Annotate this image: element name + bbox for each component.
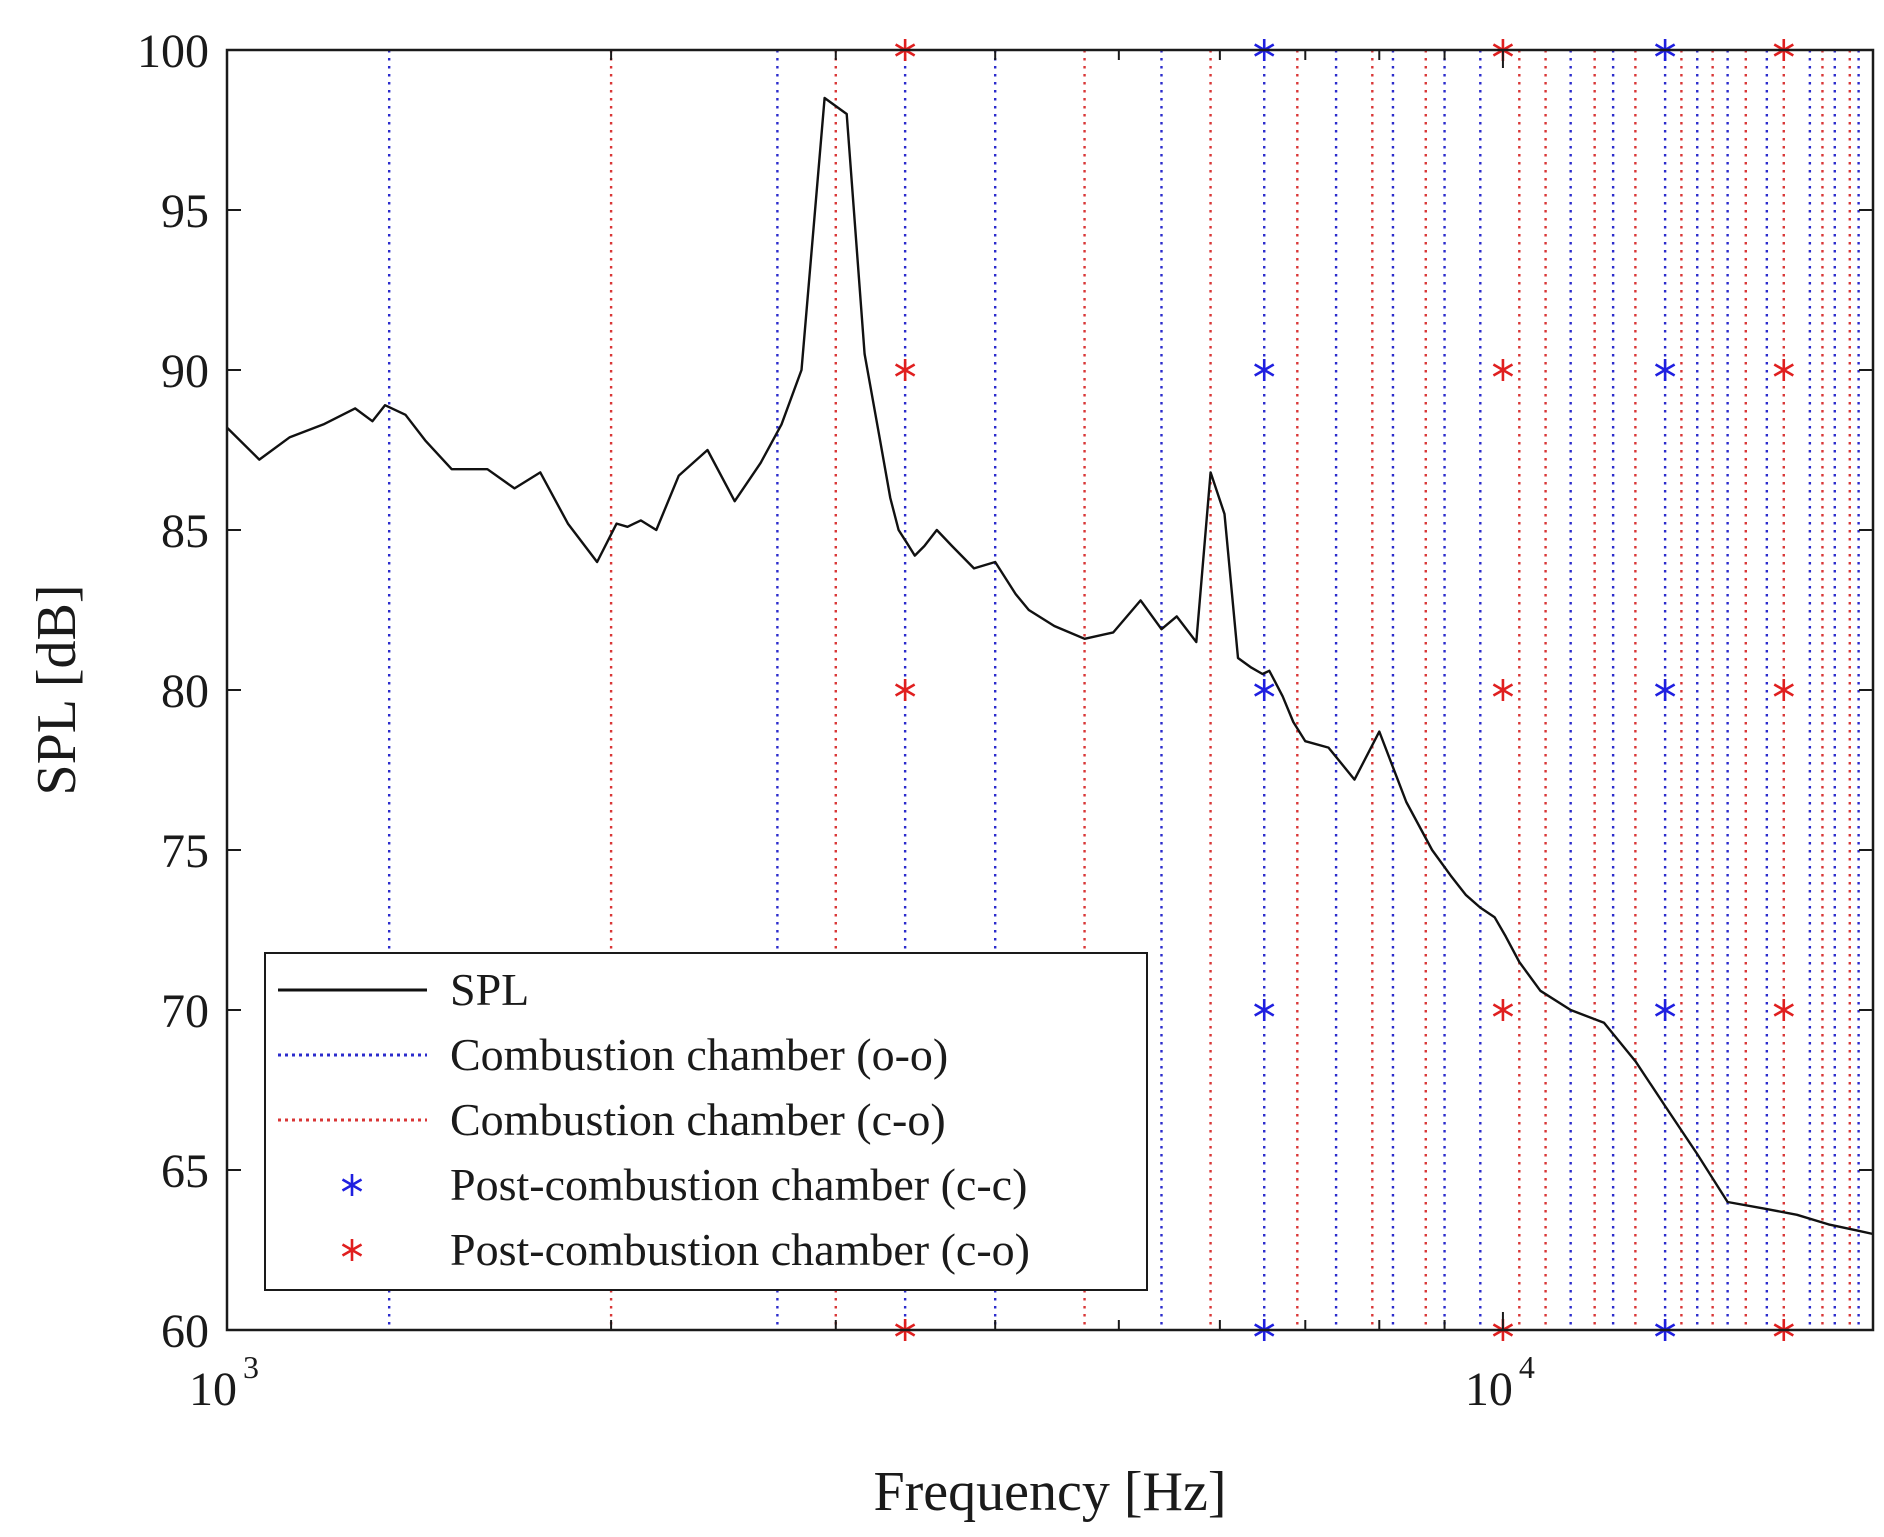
- y-axis-label: SPL [dB]: [26, 584, 88, 795]
- star-marker-cc: [1654, 999, 1676, 1021]
- legend-swatch-cc-star: [341, 1174, 363, 1196]
- y-tick-label: 70: [161, 985, 209, 1038]
- star-marker-cc: [1254, 999, 1275, 1021]
- y-tick-label: 85: [161, 505, 209, 558]
- legend-label-co-star: Post-combustion chamber (c-o): [450, 1224, 1030, 1275]
- y-tick-label: 95: [161, 185, 209, 238]
- star-marker-co: [1492, 679, 1514, 701]
- y-tick-label: 75: [161, 825, 209, 878]
- legend-star-co-icon: [341, 1239, 363, 1261]
- x-tick-exponent: 4: [1519, 1349, 1535, 1385]
- y-tick-label: 90: [161, 345, 209, 398]
- legend-label-spl: SPL: [450, 964, 529, 1015]
- star-marker-co: [1492, 999, 1514, 1021]
- x-axis-label: Frequency [Hz]: [874, 1461, 1227, 1523]
- star-marker-cc: [1654, 679, 1676, 701]
- legend-label-cc-star: Post-combustion chamber (c-c): [450, 1159, 1027, 1210]
- star-marker-co: [1773, 999, 1794, 1021]
- star-marker-co: [1773, 359, 1794, 381]
- star-marker-co: [1773, 679, 1794, 701]
- star-marker-cc: [1654, 359, 1676, 381]
- y-tick-label: 60: [161, 1305, 209, 1358]
- spl-line-layer: [226, 96, 1874, 1236]
- legend-label-oo: Combustion chamber (o-o): [450, 1029, 948, 1080]
- star-marker-cc: [1254, 359, 1275, 381]
- legend-star-cc-icon: [341, 1174, 363, 1196]
- x-tick-label: 10: [189, 1363, 237, 1416]
- star-marker-cc: [1254, 679, 1275, 701]
- legend-swatch-co-star: [341, 1239, 363, 1261]
- star-marker-co: [1492, 359, 1514, 381]
- legend-label-co: Combustion chamber (c-o): [450, 1094, 946, 1145]
- star-marker-co: [894, 679, 916, 701]
- y-tick-label: 65: [161, 1145, 209, 1198]
- y-tick-label: 100: [137, 25, 209, 78]
- x-tick-label: 10: [1465, 1363, 1513, 1416]
- chart-legend: SPL Combustion chamber (o-o) Combustion …: [264, 952, 1148, 1291]
- x-tick-exponent: 3: [243, 1349, 259, 1385]
- spl-line: [226, 96, 1874, 1236]
- star-marker-co: [894, 359, 916, 381]
- y-tick-label: 80: [161, 665, 209, 718]
